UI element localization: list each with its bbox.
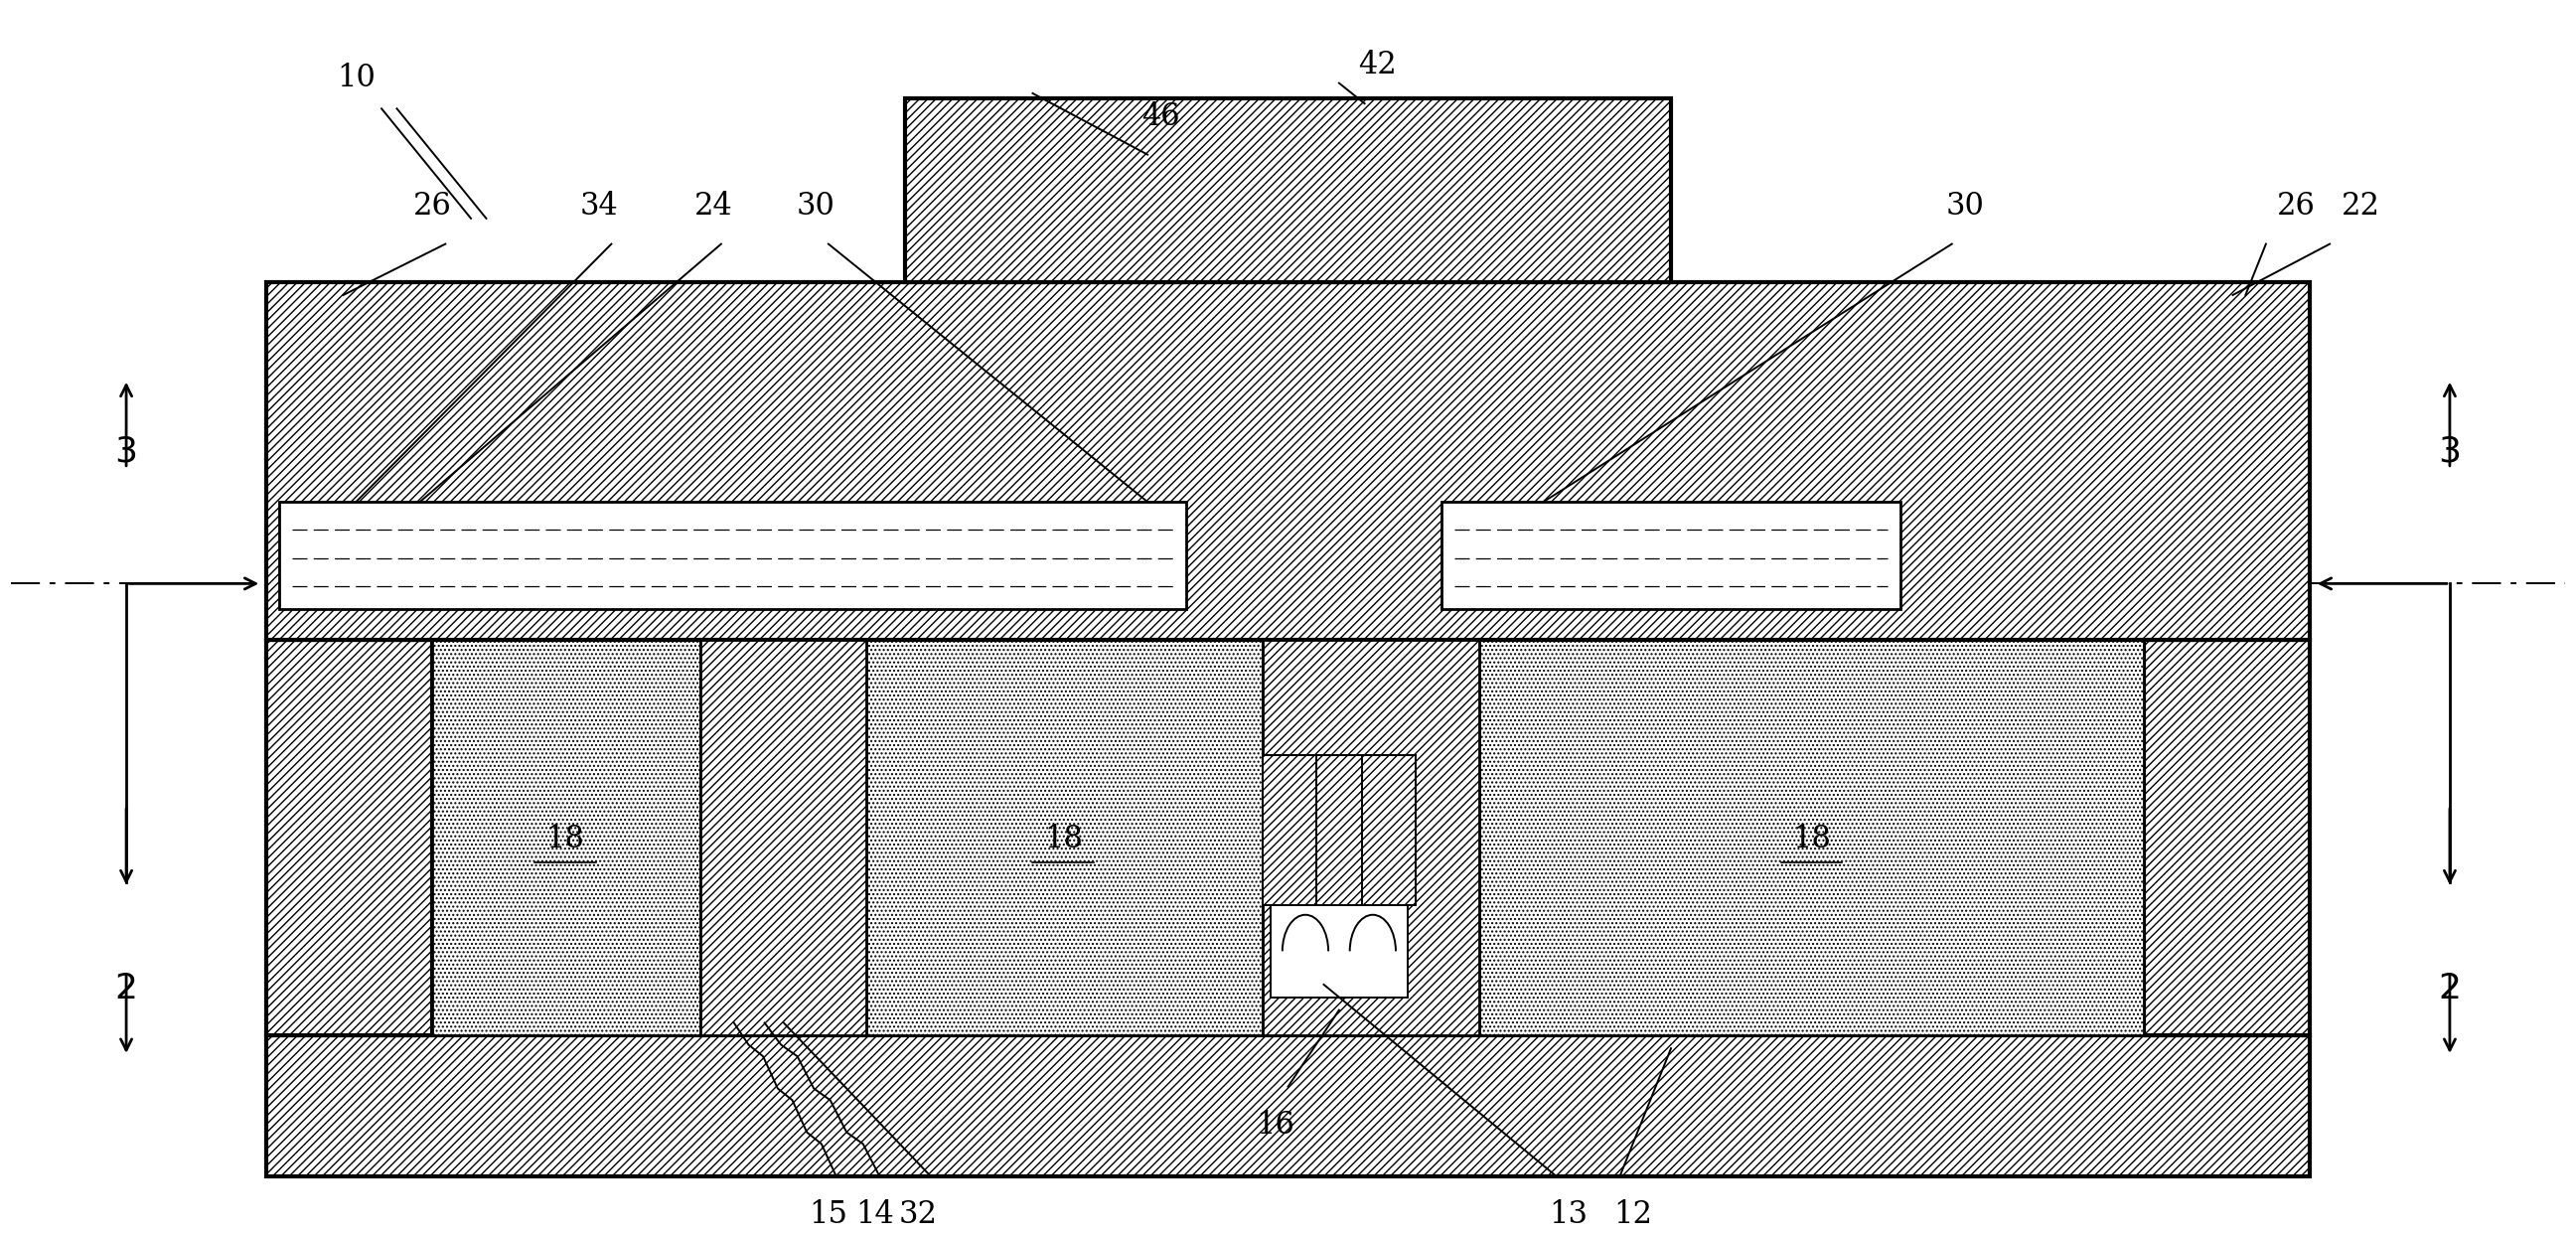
Bar [1363, 755, 1417, 905]
Bar [268, 1035, 2308, 1176]
Bar [701, 639, 866, 1035]
Bar [1479, 639, 2143, 1035]
Bar [2143, 639, 2308, 1035]
Text: 12: 12 [1613, 1199, 1651, 1230]
Text: 16: 16 [1257, 1109, 1296, 1140]
Bar [1440, 502, 1901, 610]
Text: 30: 30 [1945, 190, 1984, 221]
Bar [1270, 905, 1409, 997]
Text: 22: 22 [2342, 190, 2380, 221]
Text: 26: 26 [412, 190, 451, 221]
Text: 30: 30 [796, 190, 835, 221]
Text: 13: 13 [1551, 1199, 1589, 1230]
Bar [278, 502, 1185, 610]
Text: 18: 18 [1793, 823, 1832, 854]
Bar [1262, 639, 1479, 1035]
Text: 15: 15 [809, 1199, 848, 1230]
Text: 3: 3 [2439, 434, 2460, 469]
Text: 32: 32 [899, 1199, 938, 1230]
Text: 18: 18 [1043, 823, 1082, 854]
Bar [1262, 755, 1316, 905]
Text: 42: 42 [1358, 49, 1396, 80]
Text: 14: 14 [855, 1199, 894, 1230]
Text: 26: 26 [2277, 190, 2316, 221]
Text: 2: 2 [116, 971, 137, 1006]
Text: 10: 10 [337, 63, 376, 94]
Bar [904, 99, 1672, 283]
Bar [268, 283, 2308, 639]
Text: 3: 3 [116, 434, 137, 469]
Text: 18: 18 [546, 823, 585, 854]
Bar [268, 639, 433, 1035]
Text: 24: 24 [696, 190, 732, 221]
Bar [433, 639, 701, 1035]
Text: 2: 2 [2439, 971, 2460, 1006]
Bar [866, 639, 1262, 1035]
Text: 46: 46 [1141, 101, 1180, 132]
Text: 34: 34 [580, 190, 618, 221]
